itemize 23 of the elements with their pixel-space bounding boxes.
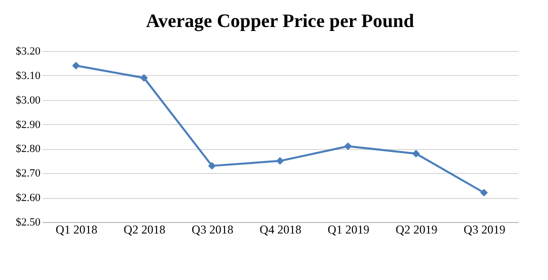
x-tick-label: Q1 2019 [328,222,370,236]
point [276,157,284,165]
y-tick-label: $3.20 [16,46,41,58]
point [412,150,420,158]
point [344,142,352,150]
chart-title: Average Copper Price per Pound [146,11,414,32]
y-tick-label: $2.80 [16,143,41,156]
y-tick-label: $2.70 [16,168,41,180]
y-tick-label: $3.10 [16,70,41,82]
x-tick-label: Q2 2019 [396,222,438,236]
x-tick-label: Q2 2018 [124,222,166,236]
y-tick-label: $3.00 [16,94,41,106]
y-tick-label: $2.60 [16,192,41,204]
point [72,62,80,70]
y-tick-label: $2.50 [16,216,41,228]
point [140,74,148,82]
point [480,188,488,197]
x-tick-label: Q3 2019 [464,222,506,236]
point [208,162,216,170]
y-tick-label: $2.90 [16,118,41,131]
x-tick-label: Q1 2018 [56,222,98,236]
x-tick-label: Q4 2018 [260,222,302,236]
x-tick-label: Q3 2018 [192,222,234,236]
